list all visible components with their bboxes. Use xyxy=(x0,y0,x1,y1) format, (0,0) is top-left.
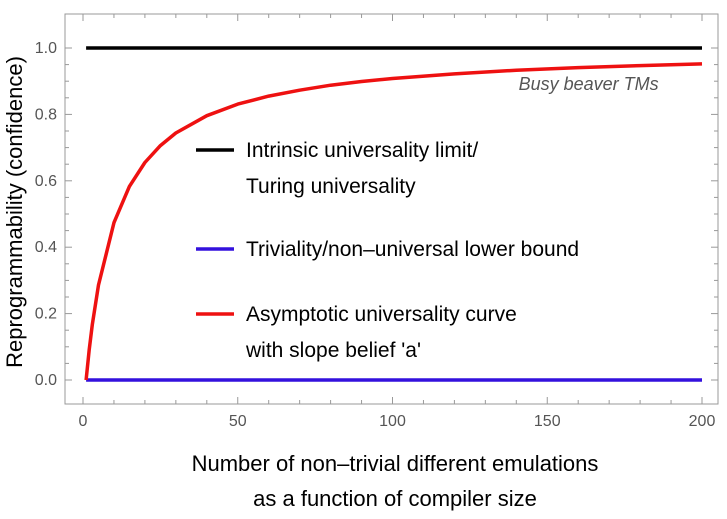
y-tick-label: 0.0 xyxy=(35,372,57,389)
axis-ticks xyxy=(65,14,718,404)
legend-label-intrinsic-line2: Turing universality xyxy=(246,175,416,198)
x-tick-label: 150 xyxy=(534,413,561,430)
y-axis-title: Reprogrammability (confidence) xyxy=(2,56,27,368)
tick-labels: 0 50 100 150 200 0.0 0.2 0.4 0.6 0.8 1.0 xyxy=(35,40,716,430)
x-tick-label: 50 xyxy=(229,413,247,430)
x-tick-label: 100 xyxy=(379,413,406,430)
y-tick-label: 0.8 xyxy=(35,106,57,123)
x-axis-title-line2: as a function of compiler size xyxy=(253,486,537,511)
legend-label-triviality: Triviality/non–universal lower bound xyxy=(246,238,579,261)
plot-frame xyxy=(64,13,719,405)
legend: Intrinsic universality limit/ Turing uni… xyxy=(196,139,579,362)
series-asymptotic-curve xyxy=(84,62,703,381)
series-layer xyxy=(84,46,703,382)
y-tick-label: 0.4 xyxy=(35,239,57,256)
x-tick-label: 200 xyxy=(689,413,716,430)
x-tick-label: 0 xyxy=(79,413,88,430)
y-tick-label: 1.0 xyxy=(35,40,57,57)
legend-label-asymptotic-line2: with slope belief 'a' xyxy=(245,339,421,362)
y-tick-label: 0.2 xyxy=(35,306,57,323)
x-axis-title-line1: Number of non–trivial different emulatio… xyxy=(192,451,599,476)
legend-label-asymptotic-line1: Asymptotic universality curve xyxy=(246,303,517,326)
legend-label-intrinsic-line1: Intrinsic universality limit/ xyxy=(246,139,478,162)
y-tick-label: 0.6 xyxy=(35,173,57,190)
annotation-busy-beaver: Busy beaver TMs xyxy=(519,74,659,94)
